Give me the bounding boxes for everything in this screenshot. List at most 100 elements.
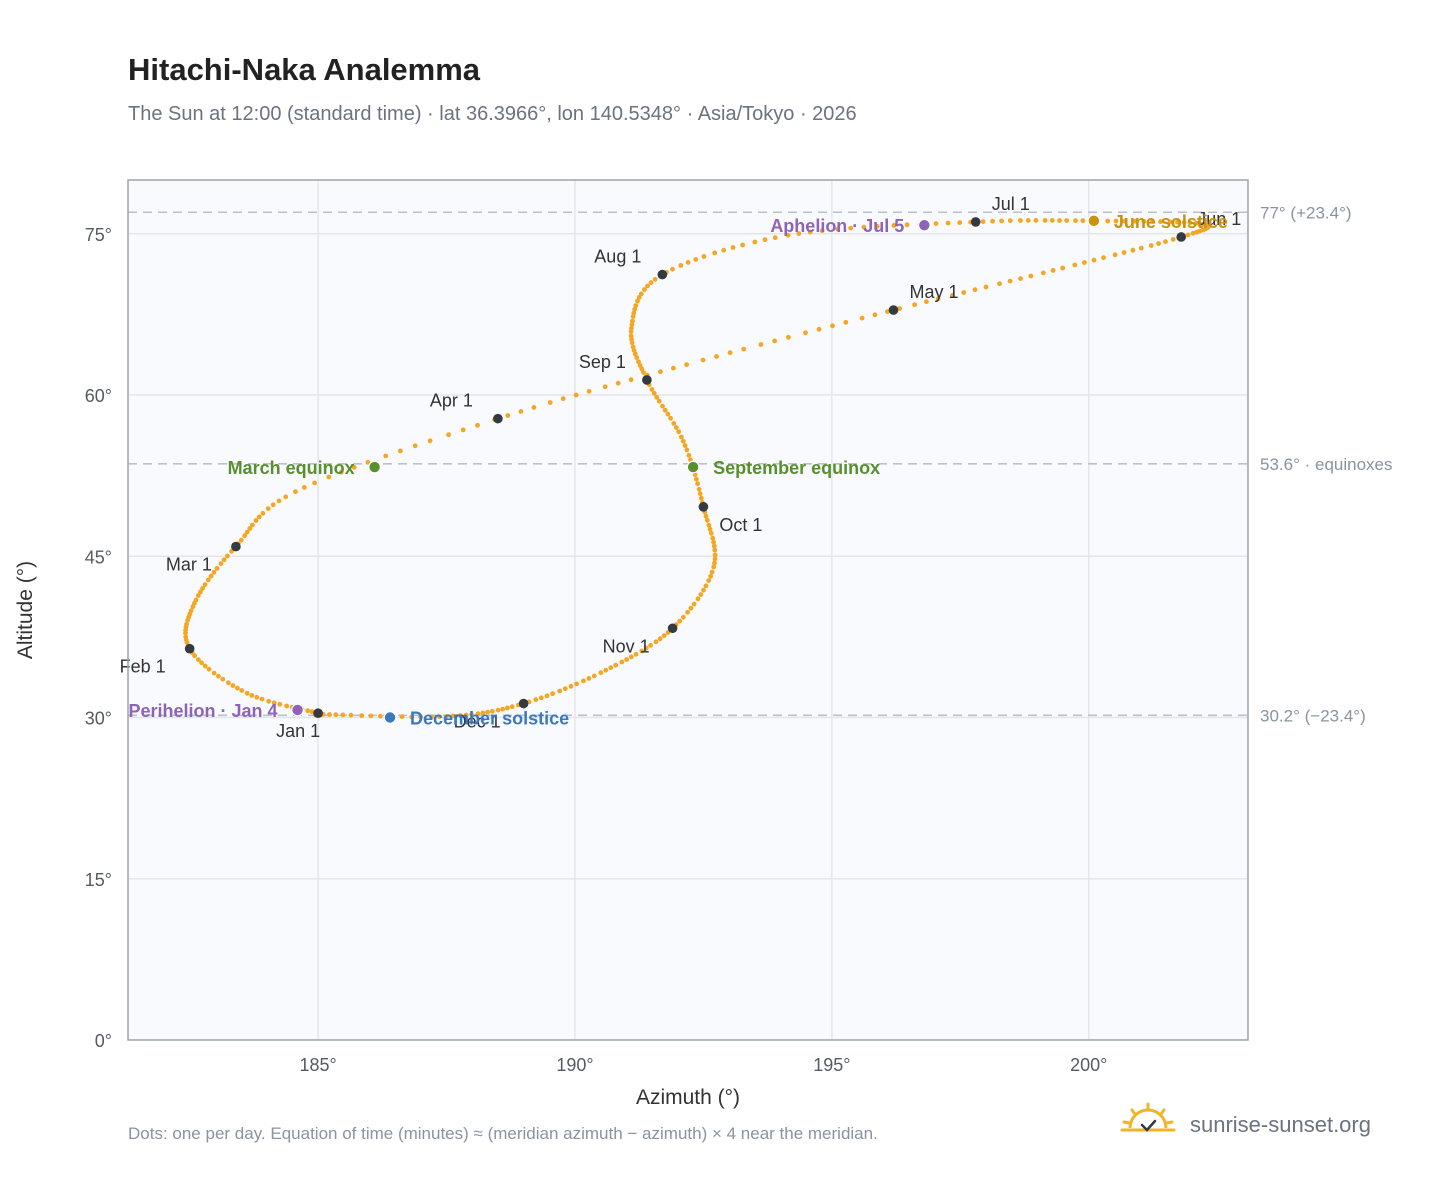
daily-dot xyxy=(685,609,690,615)
daily-dot xyxy=(861,224,867,230)
event-marker-perihelion-jan-4 xyxy=(291,703,304,717)
daily-dot xyxy=(694,476,699,482)
month-marker-feb-1 xyxy=(184,643,195,654)
daily-dot xyxy=(633,303,639,308)
event-label-march-equinox: March equinox xyxy=(228,458,355,478)
y-axis-title: Altitude (°) xyxy=(14,561,37,659)
daily-dot xyxy=(648,643,653,648)
daily-dot xyxy=(557,688,563,694)
daily-dot xyxy=(1163,239,1168,245)
daily-dot xyxy=(254,694,260,700)
daily-dot xyxy=(1156,241,1161,246)
daily-dot xyxy=(872,312,878,318)
daily-dot xyxy=(568,683,574,689)
daily-dot xyxy=(338,469,344,475)
daily-dot xyxy=(656,398,662,404)
daily-dot xyxy=(730,245,736,250)
daily-dot xyxy=(202,582,208,587)
daily-dot xyxy=(1049,218,1055,223)
footnote: Dots: one per day. Equation of time (min… xyxy=(128,1124,878,1143)
daily-dot xyxy=(786,334,791,340)
daily-dot xyxy=(651,390,657,396)
daily-dot xyxy=(662,407,668,413)
daily-dot xyxy=(935,296,941,302)
daily-dot xyxy=(807,229,813,235)
daily-dot xyxy=(712,556,718,562)
daily-dot xyxy=(678,263,684,268)
event-label-september-equinox: September equinox xyxy=(713,458,880,478)
daily-dot xyxy=(573,392,579,398)
daily-dot xyxy=(244,690,250,696)
daily-dot xyxy=(1158,219,1163,225)
daily-dot xyxy=(242,533,248,539)
grid xyxy=(128,180,1248,1040)
daily-dot xyxy=(924,299,929,305)
daily-dot xyxy=(340,712,346,718)
daily-dot xyxy=(1112,252,1118,258)
sun-check-icon xyxy=(1120,1102,1176,1132)
month-marker-mar-1 xyxy=(231,541,241,552)
daily-dot xyxy=(636,295,642,300)
daily-dot xyxy=(711,539,716,545)
daily-dot xyxy=(709,569,715,575)
daily-dot xyxy=(721,247,727,253)
daily-dot xyxy=(692,472,698,477)
daily-dot xyxy=(284,703,290,709)
chart-subtitle: The Sun at 12:00 (standard time) · lat 3… xyxy=(128,103,857,125)
daily-dot xyxy=(701,254,707,259)
reference-line-label: 30.2° (−23.4°) xyxy=(1260,706,1366,725)
daily-dot xyxy=(259,696,265,702)
daily-dot xyxy=(628,377,634,383)
daily-dot xyxy=(772,235,778,241)
daily-dot xyxy=(276,498,282,504)
daily-dot xyxy=(615,380,621,386)
daily-dot xyxy=(693,257,699,262)
month-label-oct-1: Oct 1 xyxy=(719,515,762,535)
daily-dot xyxy=(1121,250,1127,255)
daily-dot xyxy=(704,517,710,523)
month-marker-dec-1 xyxy=(518,698,529,709)
daily-dot xyxy=(708,573,713,579)
month-label-apr-1: Apr 1 xyxy=(430,391,473,411)
month-marker-oct-1 xyxy=(698,502,709,512)
daily-dot xyxy=(912,302,917,308)
y-tick-label: 15° xyxy=(85,870,112,890)
daily-dot xyxy=(1025,218,1031,223)
daily-dot xyxy=(758,342,764,347)
daily-dot xyxy=(848,225,854,231)
daily-dot xyxy=(226,680,231,686)
daily-dot xyxy=(1064,218,1069,223)
daily-dot xyxy=(398,448,403,454)
daily-dot xyxy=(271,700,277,706)
brand-name[interactable]: sunrise-sunset.org xyxy=(1190,1112,1371,1137)
daily-dot xyxy=(904,222,910,228)
event-marker-aphelion-jul-5 xyxy=(917,218,931,232)
daily-dot xyxy=(586,388,592,394)
daily-dot xyxy=(714,354,719,359)
daily-dot xyxy=(283,494,289,500)
daily-dot xyxy=(703,513,709,519)
daily-dot xyxy=(624,657,629,662)
daily-dot xyxy=(619,659,625,665)
daily-dot xyxy=(700,357,706,363)
daily-dot xyxy=(475,711,481,717)
event-marker-june-solstice xyxy=(1087,214,1101,228)
daily-dot xyxy=(628,654,634,660)
daily-dot xyxy=(740,242,745,248)
daily-dot xyxy=(238,537,244,543)
daily-dot xyxy=(633,651,639,657)
daily-dot xyxy=(302,485,307,490)
daily-dot xyxy=(654,394,660,400)
daily-dot xyxy=(697,491,703,497)
month-label-jul-1: Jul 1 xyxy=(992,194,1030,214)
daily-dot xyxy=(602,384,608,390)
daily-dot xyxy=(859,315,865,321)
daily-dot xyxy=(608,665,614,671)
brand[interactable]: sunrise-sunset.org xyxy=(1120,1102,1390,1146)
daily-dot xyxy=(772,338,777,344)
daily-dot xyxy=(933,221,939,227)
y-tick-label: 30° xyxy=(85,709,112,729)
daily-dot xyxy=(885,309,890,314)
daily-dot xyxy=(309,709,315,714)
daily-dot xyxy=(638,291,644,297)
